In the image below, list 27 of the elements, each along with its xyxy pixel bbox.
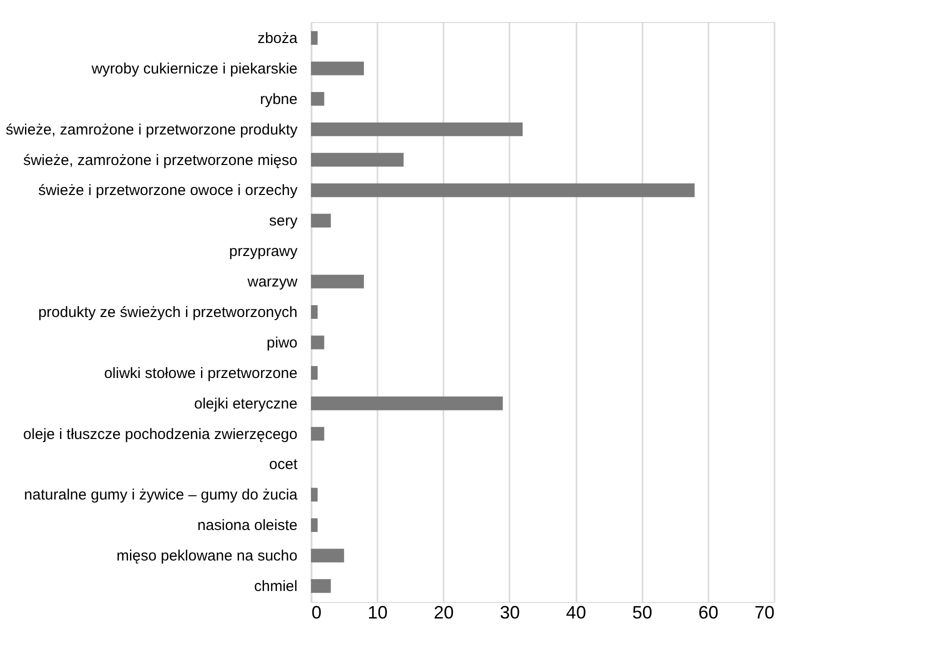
y-tick-label: świeże i przetworzone owoce i orzechy (38, 182, 298, 200)
y-tick-label: naturalne gumy i żywice – gumy do żucia (24, 486, 298, 504)
x-tick-label: 30 (500, 602, 520, 622)
y-tick-label: nasiona oleiste (197, 517, 298, 534)
y-tick-label: piwo (266, 334, 298, 352)
y-tick-label: świeże, zamrożone i przetworzone mięso (23, 152, 298, 169)
x-tick-label: 20 (434, 602, 454, 622)
y-tick-label: sery (269, 212, 298, 230)
y-tick-label: mięso peklowane na sucho (116, 548, 298, 565)
x-tick-label: 70 (754, 602, 774, 622)
y-tick-label: produkty ze świeżych i przetworzonych (38, 304, 298, 321)
y-tick-label: przyprawy (229, 243, 298, 260)
y-tick-label: olejki eteryczne (194, 395, 298, 412)
x-tick-label: 50 (632, 602, 652, 622)
y-tick-label: wyroby cukiernicze i piekarskie (90, 60, 298, 78)
y-tick-label: rybne (260, 90, 298, 108)
y-tick-label: oliwki stołowe i przetworzone (104, 364, 298, 382)
y-tick-label: oleje i tłuszcze pochodzenia zwierzęcego (23, 426, 298, 443)
x-tick-label: 40 (566, 602, 586, 622)
y-tick-label: świeże, zamrożone i przetworzone produkty (6, 121, 298, 138)
x-tick-label: 60 (698, 602, 718, 622)
x-tick-label: 0 (312, 602, 322, 622)
y-tick-label: ocet (269, 456, 298, 474)
y-tick-label: zboża (257, 30, 298, 47)
x-tick-label: 10 (368, 602, 388, 622)
y-tick-label: chmiel (254, 578, 298, 596)
y-tick-label: warzyw (246, 274, 298, 291)
